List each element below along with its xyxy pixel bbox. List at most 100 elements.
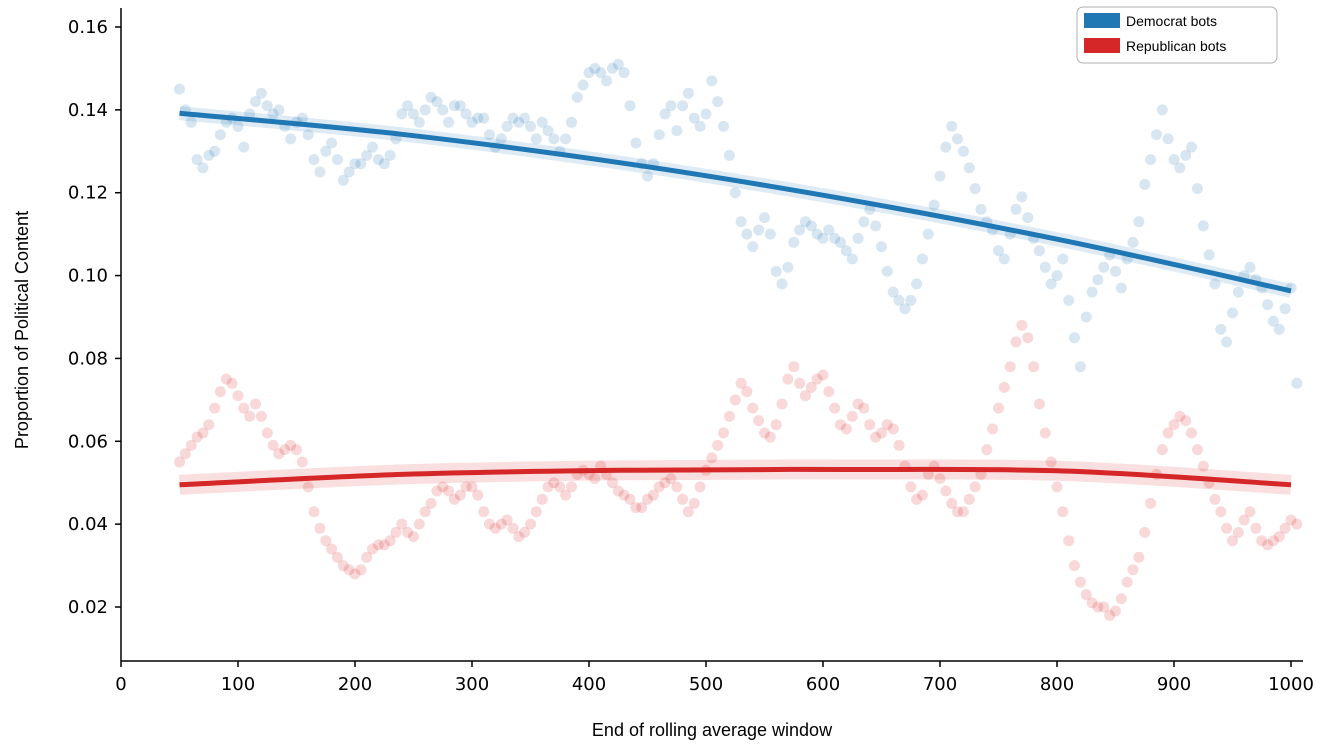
republican-point xyxy=(1262,539,1274,551)
republican-point xyxy=(647,489,659,501)
republican-point xyxy=(1285,514,1297,526)
republican-point xyxy=(759,427,770,439)
democrat-point xyxy=(876,241,887,253)
republican-point xyxy=(1279,522,1291,534)
republican-point xyxy=(1180,415,1192,427)
x-tick-label: 300 xyxy=(455,674,489,695)
republican-point xyxy=(776,398,788,410)
democrat-point xyxy=(466,116,478,128)
democrat-point xyxy=(355,158,367,170)
republican-point xyxy=(197,427,209,439)
republican-point xyxy=(554,481,566,493)
republican-point xyxy=(846,410,858,422)
democrat-point xyxy=(753,224,765,236)
republican-point xyxy=(302,481,314,493)
democrat-point xyxy=(952,133,963,145)
democrat-point xyxy=(349,158,361,170)
democrat-point xyxy=(677,100,689,112)
republican-point xyxy=(1232,526,1244,538)
democrat-point xyxy=(1215,323,1227,335)
republican-point xyxy=(963,493,975,505)
democrat-point xyxy=(536,116,548,128)
democrat-point xyxy=(571,91,583,103)
republican-point xyxy=(1291,518,1303,530)
democrat-point xyxy=(712,96,724,108)
republican-point xyxy=(261,427,273,439)
republican-point xyxy=(794,377,806,389)
democrat-point xyxy=(495,133,507,145)
democrat-point xyxy=(197,162,209,174)
republican-point xyxy=(1227,535,1238,547)
democrat-point xyxy=(1168,154,1180,166)
democrat-point xyxy=(308,154,320,166)
x-tick-label: 400 xyxy=(572,674,606,695)
democrat-point xyxy=(817,232,829,244)
republican-point xyxy=(519,526,531,538)
x-tick-label: 600 xyxy=(806,674,840,695)
democrat-point xyxy=(905,294,917,306)
republican-point xyxy=(542,481,554,493)
democrat-point xyxy=(361,149,373,161)
democrat-point xyxy=(1232,286,1244,298)
republican-point xyxy=(226,377,238,389)
democrat-point xyxy=(484,129,495,141)
democrat-point xyxy=(1127,236,1139,248)
democrat-point xyxy=(454,100,466,112)
republican-point xyxy=(770,419,782,431)
democrat-point xyxy=(946,120,958,132)
republican-point xyxy=(501,514,513,526)
republican-point xyxy=(507,522,519,534)
democrat-point xyxy=(975,203,987,215)
republican-point xyxy=(911,493,923,505)
democrat-point xyxy=(203,149,215,161)
republican-point xyxy=(799,390,811,402)
democrat-point xyxy=(788,236,800,248)
democrat-point xyxy=(1267,315,1279,327)
democrat-point xyxy=(530,133,542,145)
republican-point xyxy=(320,535,332,547)
republican-point xyxy=(378,539,390,551)
republican-point xyxy=(1139,526,1151,538)
republican-point xyxy=(624,493,636,505)
democrat-point xyxy=(606,62,618,74)
democrat-point xyxy=(419,104,431,116)
democrat-point xyxy=(302,129,314,141)
republican-point xyxy=(179,448,191,460)
republican-point xyxy=(343,564,355,576)
republican-point xyxy=(1127,564,1139,576)
democrat-point xyxy=(782,261,794,273)
republican-point xyxy=(185,439,197,451)
democrat-point xyxy=(1279,303,1291,315)
democrat-point xyxy=(922,228,934,240)
republican-point xyxy=(220,373,232,385)
democrat-point xyxy=(425,91,437,103)
democrat-point xyxy=(1022,212,1034,224)
x-ticks: 0 100 200 300 400 500 600 700 800 900 1000 xyxy=(115,661,1314,695)
democrat-point xyxy=(320,145,332,157)
republican-point xyxy=(887,423,899,435)
democrat-point xyxy=(1162,133,1174,145)
republican-point xyxy=(829,402,841,414)
democrat-point xyxy=(1010,203,1022,215)
democrat-point xyxy=(805,220,817,232)
republican-point xyxy=(267,439,279,451)
x-axis-label: End of rolling average window xyxy=(592,720,833,740)
republican-point xyxy=(1156,444,1168,456)
republican-point xyxy=(291,444,302,456)
democrat-point xyxy=(998,253,1010,265)
democrat-point xyxy=(431,96,443,108)
republican-point xyxy=(1110,605,1121,617)
republican-point xyxy=(969,481,981,493)
democrat-point xyxy=(1045,278,1057,290)
democrat-point xyxy=(396,108,408,120)
democrat-point xyxy=(337,174,349,186)
republican-point xyxy=(981,444,993,456)
democrat-point xyxy=(437,104,449,116)
democrat-point xyxy=(799,216,811,228)
democrat-point xyxy=(174,83,185,95)
republican-point xyxy=(443,485,455,497)
republican-point xyxy=(606,477,618,489)
democrat-point xyxy=(916,253,928,265)
republican-point xyxy=(723,410,735,422)
